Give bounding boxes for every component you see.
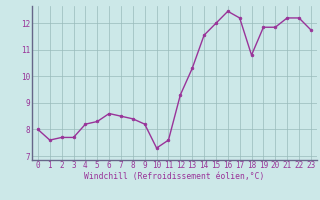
X-axis label: Windchill (Refroidissement éolien,°C): Windchill (Refroidissement éolien,°C)	[84, 172, 265, 181]
